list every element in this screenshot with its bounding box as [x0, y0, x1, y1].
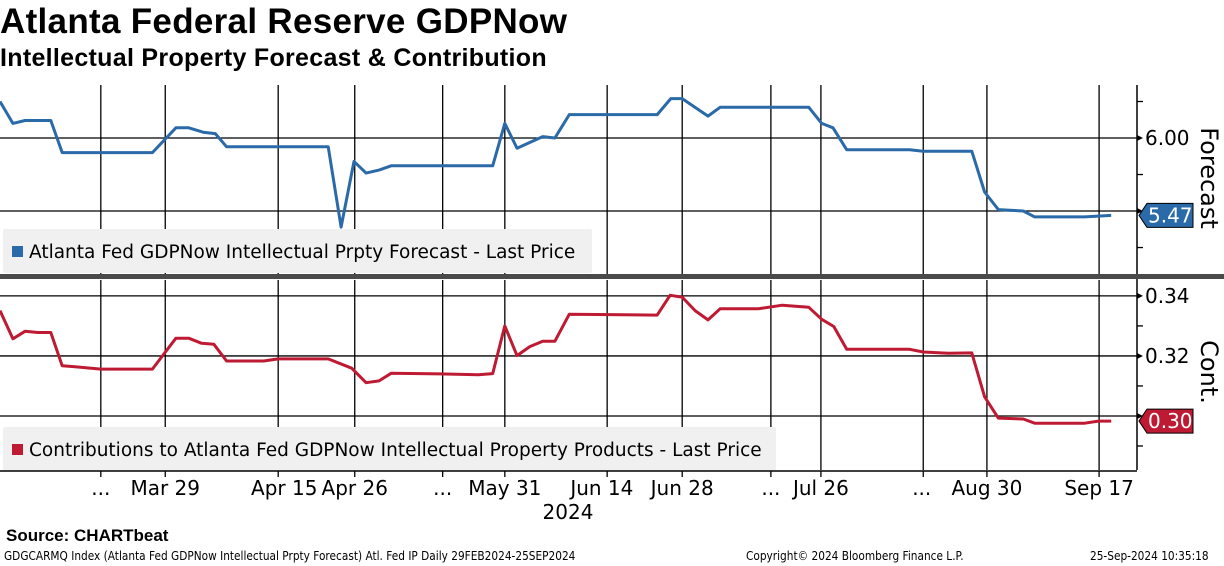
x-tick-label: Apr 26 — [322, 476, 388, 500]
x-tick-label: Apr 15 — [251, 476, 317, 500]
last-value-label: 0.30 — [1148, 409, 1193, 433]
source-label: Source: CHARTbeat — [6, 526, 169, 545]
legend-swatch — [12, 246, 23, 257]
chart-subtitle: Intellectual Property Forecast & Contrib… — [0, 44, 547, 72]
y-tick-label: 6.00 — [1145, 126, 1190, 150]
y-tick-label: 0.32 — [1145, 344, 1190, 368]
y-tick-marker — [1137, 352, 1143, 359]
x-tick-label: May 31 — [468, 476, 541, 500]
y-tick-marker — [1137, 292, 1143, 299]
x-tick-label: ... — [761, 476, 780, 500]
x-tick-label: Mar 29 — [130, 476, 200, 500]
last-value-tag — [1138, 202, 1194, 228]
panel-separator — [0, 274, 1224, 279]
x-tick-label: Aug 30 — [951, 476, 1022, 500]
x-tick-label: ... — [91, 476, 110, 500]
ticker-info: GDGCARMQ Index (Atlanta Fed GDPNow Intel… — [4, 549, 576, 563]
legend-label: Atlanta Fed GDPNow Intellectual Prpty Fo… — [29, 242, 575, 263]
forecast-series-line — [0, 97, 1112, 229]
x-tick-label: Sep 17 — [1064, 476, 1134, 500]
axis-title: Cont. — [1195, 340, 1223, 404]
x-tick-label: ... — [912, 476, 931, 500]
x-tick-label: ... — [433, 476, 452, 500]
legend-label: Contributions to Atlanta Fed GDPNow Inte… — [29, 440, 762, 461]
legend-swatch — [12, 444, 23, 455]
chart-title: Atlanta Federal Reserve GDPNow — [0, 2, 568, 41]
y-tick-label: 0.34 — [1145, 284, 1190, 308]
legend-box — [3, 229, 592, 273]
axis-title: Forecast — [1195, 127, 1223, 229]
x-tick-label: Jun 14 — [568, 476, 633, 500]
timestamp: 25-Sep-2024 10:35:18 — [1090, 549, 1209, 563]
x-tick-label: Jun 28 — [649, 476, 714, 500]
copyright: Copyright© 2024 Bloomberg Finance L.P. — [746, 549, 964, 563]
x-tick-label: Jul 26 — [791, 476, 849, 500]
y-tick-marker — [1137, 208, 1143, 215]
x-axis-year-label: 2024 — [543, 500, 594, 524]
contribution-series-line — [0, 293, 1112, 425]
y-tick-marker — [1137, 135, 1143, 142]
last-value-tag — [1138, 408, 1194, 434]
last-value-label: 5.47 — [1148, 203, 1193, 227]
y-tick-marker — [1137, 412, 1143, 419]
legend-box — [3, 427, 776, 471]
